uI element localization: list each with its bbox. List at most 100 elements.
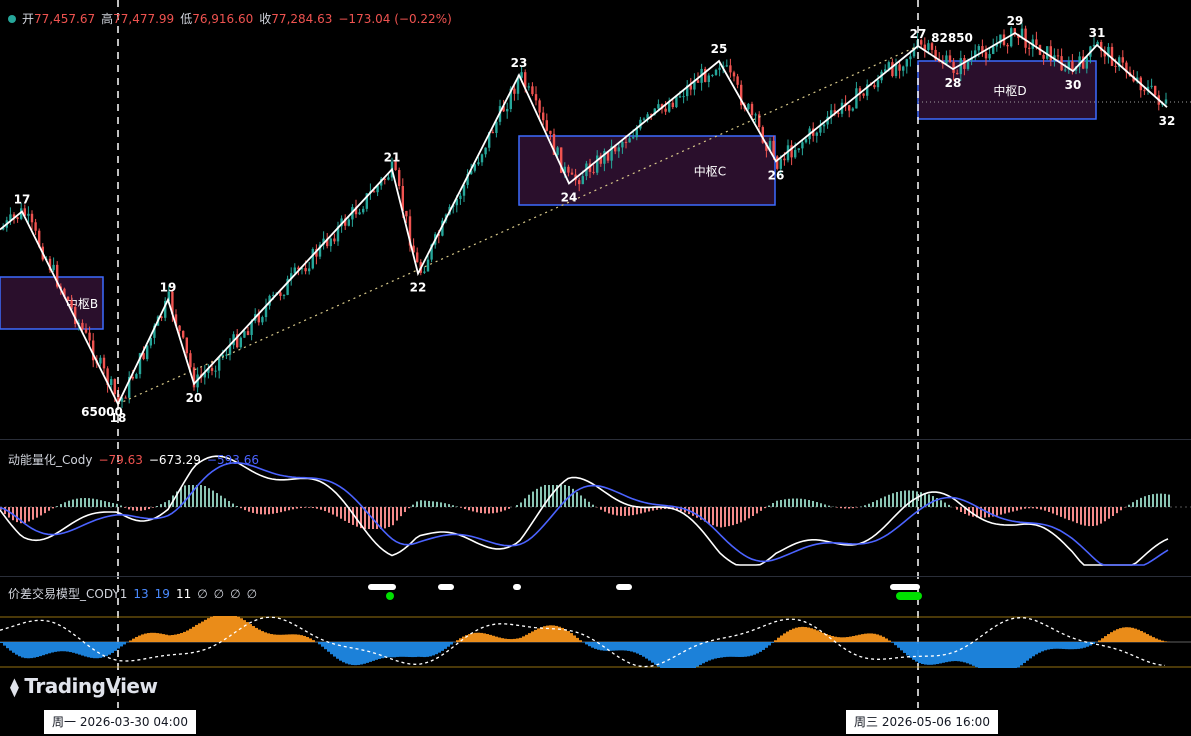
spread-area-slice — [741, 642, 744, 657]
stroke-point-label: 28 — [945, 76, 962, 90]
candle-body — [804, 139, 808, 143]
candle-body — [628, 138, 631, 143]
spread-area-slice — [57, 642, 60, 652]
spread-area-slice — [777, 637, 780, 642]
pane-separator[interactable] — [0, 439, 1191, 440]
momentum-histogram-bar — [1088, 507, 1090, 527]
spread-area-slice — [1080, 642, 1083, 649]
spread-area-slice — [729, 642, 732, 657]
momentum-histogram-bar — [900, 491, 902, 507]
candle-body — [599, 155, 602, 164]
spread-area-slice — [174, 634, 177, 642]
momentum-histogram-bar — [1004, 507, 1006, 514]
open-label: 开 — [22, 12, 35, 26]
momentum-histogram-bar — [1120, 507, 1122, 511]
momentum-title[interactable]: 动能量化_Cody — [8, 453, 93, 467]
spread-area-slice — [144, 633, 147, 642]
candle-body — [178, 325, 181, 331]
spread-area-slice — [306, 637, 309, 642]
momentum-histogram-bar — [176, 491, 178, 507]
spread-area-slice — [627, 642, 630, 651]
candle-body — [264, 305, 268, 318]
pivot-zone-label: 中枢D — [993, 83, 1026, 98]
spread-area-slice — [939, 642, 942, 664]
spread-area-slice — [420, 642, 423, 657]
signal-dot — [386, 592, 394, 600]
spread-area-slice — [447, 642, 450, 647]
candle-body — [884, 69, 887, 72]
pane-separator[interactable] — [0, 576, 1191, 577]
spread-area-slice — [930, 642, 933, 665]
spread-area-slice — [1065, 642, 1068, 650]
momentum-histogram-bar — [896, 491, 898, 507]
candle-body — [430, 244, 433, 260]
candle-body — [506, 109, 509, 112]
momentum-histogram-bar — [1128, 504, 1130, 507]
momentum-histogram-bar — [500, 507, 502, 512]
spread-area-slice — [885, 638, 888, 642]
spread-area-slice — [21, 642, 24, 658]
momentum-histogram-bar — [732, 507, 734, 526]
spread-area-slice — [1134, 628, 1137, 642]
stroke-point-label: 20 — [186, 391, 203, 405]
spread-area-slice — [492, 635, 495, 642]
stroke-point-label: 31 — [1089, 26, 1106, 40]
candle-body — [1082, 56, 1085, 69]
candle-body — [239, 337, 242, 348]
momentum-histogram-bar — [480, 507, 482, 514]
momentum-histogram-bar — [872, 502, 874, 507]
spread-area-slice — [588, 642, 591, 647]
candle-body — [117, 394, 120, 402]
candle-body — [603, 150, 606, 164]
candle-body — [110, 379, 113, 386]
candle-body — [988, 53, 991, 59]
momentum-slow-line — [0, 461, 1169, 566]
candle-body — [358, 212, 361, 215]
spread-title[interactable]: 价差交易模型_CODY1 — [8, 587, 128, 601]
momentum-histogram-bar — [796, 498, 798, 507]
spread-area-slice — [138, 635, 141, 642]
candle-body — [1096, 41, 1099, 45]
spread-area-slice — [444, 642, 447, 649]
spread-area-slice — [309, 638, 312, 642]
spread-area-slice — [375, 642, 378, 660]
spread-area-slice — [978, 642, 981, 668]
spread-area-slice — [600, 642, 603, 651]
candle-body — [732, 72, 736, 77]
momentum-histogram-bar — [76, 498, 78, 507]
spread-area-slice — [498, 637, 501, 642]
candle-body — [344, 218, 347, 226]
spread-area-slice — [801, 626, 804, 642]
tradingview-logo[interactable]: ⧫ TradingView — [10, 674, 158, 698]
spread-area-slice — [657, 642, 660, 667]
momentum-histogram-bar — [1168, 494, 1170, 507]
momentum-histogram-bar — [992, 507, 994, 517]
candle-body — [185, 337, 188, 354]
candle-body — [516, 77, 520, 94]
momentum-histogram-bar — [340, 507, 342, 519]
spread-area-slice — [1038, 642, 1041, 653]
momentum-histogram-bar — [248, 507, 250, 512]
candle-body — [797, 148, 800, 150]
spread-area-slice — [495, 636, 498, 642]
momentum-histogram-bar — [880, 498, 882, 507]
spread-area-slice — [51, 642, 54, 653]
candle-body — [412, 245, 415, 253]
spread-area-slice — [282, 634, 285, 642]
spread-area-slice — [936, 642, 939, 665]
candle-body — [1118, 57, 1121, 67]
momentum-histogram-bar — [1052, 507, 1054, 514]
spread-area-slice — [1140, 631, 1143, 642]
spread-area-slice — [882, 636, 885, 642]
momentum-histogram-bar — [656, 507, 658, 510]
candle-body — [354, 207, 358, 215]
candle-body — [372, 191, 376, 193]
momentum-histogram-bar — [388, 507, 390, 527]
spread-area-slice — [519, 637, 522, 642]
spread-area-slice — [474, 632, 477, 642]
trend-line — [117, 45, 919, 405]
spread-area-slice — [336, 642, 339, 659]
momentum-histogram-bar — [940, 500, 942, 507]
spread-area-slice — [318, 642, 321, 645]
